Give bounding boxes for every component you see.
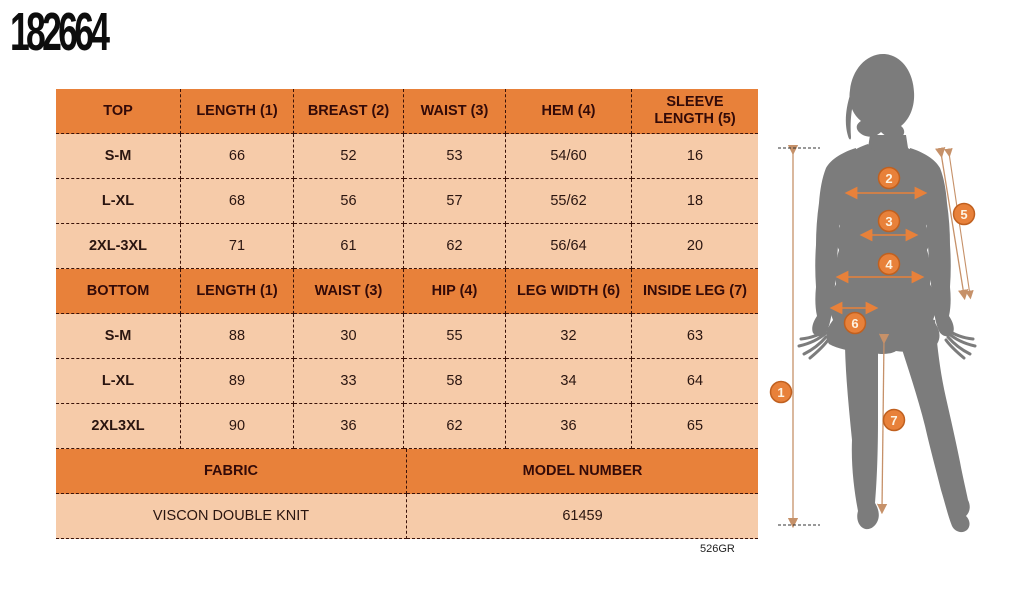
svg-text:2: 2 [885, 171, 892, 186]
svg-text:4: 4 [885, 257, 893, 272]
svg-text:1: 1 [777, 385, 784, 400]
svg-text:7: 7 [890, 413, 897, 428]
svg-text:3: 3 [885, 214, 892, 229]
svg-text:5: 5 [960, 207, 967, 222]
svg-text:6: 6 [851, 316, 858, 331]
